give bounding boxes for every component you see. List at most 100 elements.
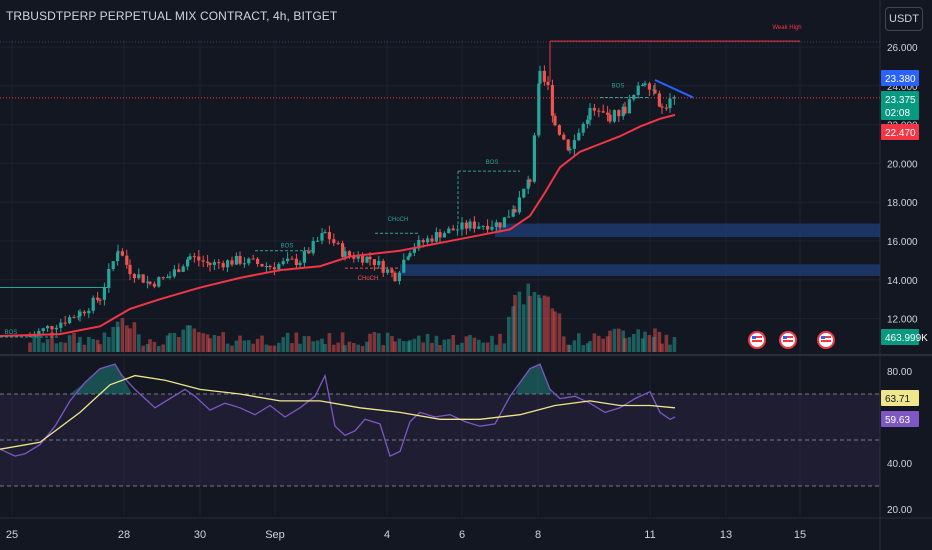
rsi-value-badge-bg xyxy=(881,411,919,427)
candles xyxy=(28,65,676,338)
candle-body xyxy=(82,311,86,314)
candle-body xyxy=(517,197,521,213)
candle-body xyxy=(434,232,438,242)
volume-bar xyxy=(421,342,425,352)
candle-body xyxy=(507,216,511,218)
currency-button[interactable]: USDT xyxy=(885,7,923,31)
candle xyxy=(212,259,216,271)
volume-bar xyxy=(148,339,152,352)
candle xyxy=(408,250,412,258)
volume-bar xyxy=(393,341,397,352)
candle xyxy=(141,274,145,284)
candle-body xyxy=(352,255,356,259)
volume-bar xyxy=(577,333,581,352)
candle-body xyxy=(447,228,451,234)
volume-bar xyxy=(372,332,377,352)
candle xyxy=(447,226,451,234)
candle-body xyxy=(186,259,190,267)
candle-body xyxy=(577,132,581,141)
time-tick-label: 15 xyxy=(794,529,806,541)
candle-body xyxy=(54,327,58,330)
candle-body xyxy=(157,277,161,287)
volume-bar xyxy=(128,328,132,352)
candle-body xyxy=(327,232,331,240)
candle xyxy=(128,259,132,281)
volume-bar xyxy=(460,342,464,352)
candle-body xyxy=(553,115,557,126)
volume-bar xyxy=(356,344,360,352)
bos-label: BOS xyxy=(5,330,18,336)
candle-body xyxy=(181,266,185,272)
volume-bar xyxy=(412,338,417,352)
volume-badge: 463.999K xyxy=(881,329,928,345)
candle-body xyxy=(426,238,430,243)
us-flag-event-icon[interactable] xyxy=(748,331,766,349)
candle xyxy=(390,268,394,278)
candle xyxy=(546,76,550,91)
candle xyxy=(290,255,294,260)
candle xyxy=(586,115,590,129)
volume-bar xyxy=(455,344,460,352)
candle-body xyxy=(59,322,63,328)
candle xyxy=(247,257,251,266)
candle-body xyxy=(451,228,455,231)
countdown-badge: 02:08 xyxy=(881,106,919,120)
candle xyxy=(538,65,542,86)
volume-bar xyxy=(601,338,605,352)
candle xyxy=(557,124,561,136)
volume-bar xyxy=(336,342,340,352)
volume-bar xyxy=(161,344,165,352)
candle xyxy=(132,273,136,283)
candle-body xyxy=(460,222,464,230)
volume-bar xyxy=(343,345,347,352)
event-icons[interactable] xyxy=(748,331,835,349)
candle-body xyxy=(242,263,246,265)
candle-body xyxy=(125,255,129,265)
flag-canton xyxy=(821,336,825,339)
price-tick-label: 20.000 xyxy=(887,159,918,170)
volume-bar xyxy=(368,333,372,352)
candle-body xyxy=(608,114,612,122)
candle-body xyxy=(356,255,360,259)
volume-bar xyxy=(377,333,381,352)
volume-bar xyxy=(63,342,67,352)
volume-bar xyxy=(623,338,627,352)
candle xyxy=(577,128,581,142)
volume-bar xyxy=(385,332,390,352)
volume-bar xyxy=(137,334,141,352)
candle-body xyxy=(612,110,616,122)
candle-body xyxy=(290,258,294,260)
candle xyxy=(294,253,298,269)
candle-body xyxy=(78,311,82,317)
us-flag-event-icon[interactable] xyxy=(817,331,835,349)
volume-bar xyxy=(320,338,324,352)
candle-body xyxy=(532,135,536,182)
candle xyxy=(111,260,115,272)
candle-body xyxy=(641,85,645,87)
volume-bar xyxy=(442,339,447,352)
candle xyxy=(192,252,196,263)
candle-body xyxy=(588,107,592,120)
candle xyxy=(641,83,645,87)
candle-body xyxy=(546,81,550,86)
candle xyxy=(481,225,485,231)
candle xyxy=(372,259,376,271)
volume-bar xyxy=(260,335,264,352)
last-price-badge: 23.375 xyxy=(881,91,919,107)
us-flag-event-icon[interactable] xyxy=(779,331,797,349)
time-tick-label: 6 xyxy=(459,529,465,541)
candle xyxy=(532,132,536,184)
volume-bar xyxy=(660,343,664,352)
candle-body xyxy=(430,238,434,242)
candle xyxy=(264,262,268,273)
candle xyxy=(397,270,401,285)
candle-body xyxy=(347,251,351,256)
volume-badge-text: 463.999K xyxy=(885,333,928,344)
candle-body xyxy=(581,123,585,133)
volume-bar xyxy=(294,332,299,352)
candle xyxy=(323,229,327,234)
volume-bar xyxy=(120,318,125,352)
candle xyxy=(341,240,345,260)
overlays: Weak High BOS CHoCH BOS BOS CHoCH BOS xyxy=(0,25,880,338)
